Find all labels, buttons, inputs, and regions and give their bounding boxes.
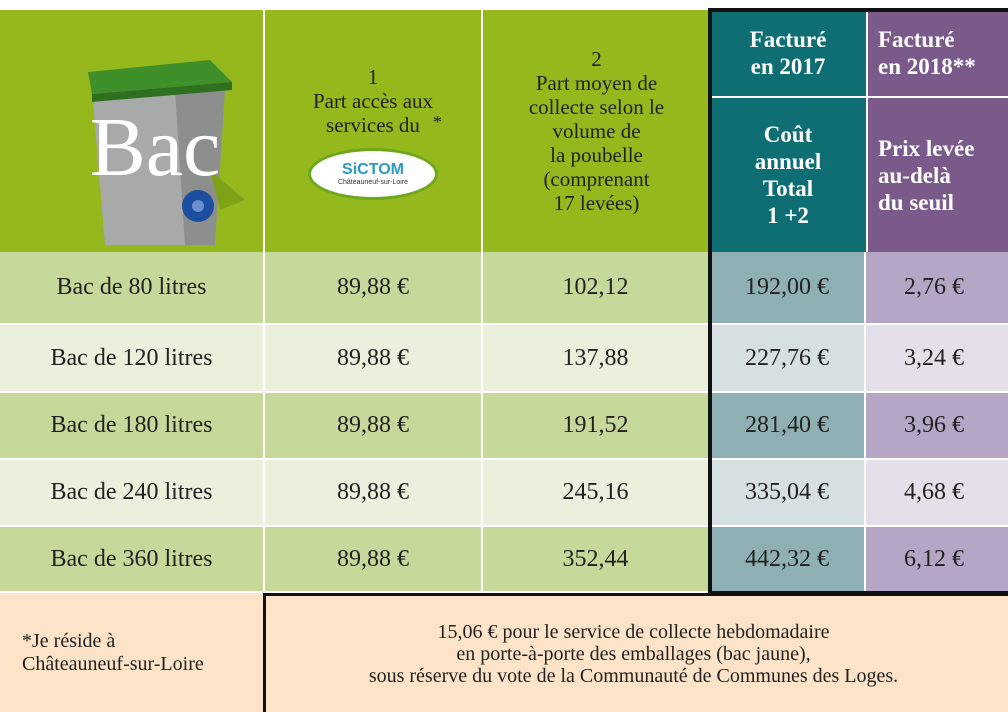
row-label: Bac de 180 litres (0, 393, 265, 460)
cell: 2,76 € (866, 252, 1008, 325)
header-line: annuel (755, 148, 821, 175)
row-label: Bac de 80 litres (0, 252, 265, 325)
cell: 3,24 € (866, 325, 1008, 393)
cell: 245,16 (483, 460, 710, 527)
col1-line: services du (326, 113, 420, 137)
page: Bac 1 Part accès aux services du * SiCTO… (0, 0, 1008, 712)
cell: 352,44 (483, 527, 710, 593)
cell: 335,04 € (710, 460, 866, 527)
cell: 442,32 € (710, 527, 866, 593)
cell: 137,88 (483, 325, 710, 393)
header-line: 1 +2 (767, 202, 809, 229)
col2-line: 17 levées) (554, 191, 640, 215)
bin-header: Bac (0, 10, 265, 252)
cell: 102,12 (483, 252, 710, 325)
logo-title: SiCTOM (342, 162, 404, 178)
footer-line: en porte-à-porte des emballages (bac jau… (456, 643, 810, 665)
bin-label: Bac (90, 101, 221, 194)
note-line: *Je réside à (22, 630, 115, 653)
footer-text: 15,06 € pour le service de collecte hebd… (263, 593, 1008, 712)
header-line: Facturé (878, 26, 955, 53)
row-label: Bac de 240 litres (0, 460, 265, 527)
footer-line: 15,06 € pour le service de collecte hebd… (437, 621, 829, 643)
header-line: du seuil (878, 189, 954, 216)
cell: 89,88 € (265, 460, 483, 527)
bin-icon: Bac (0, 10, 265, 252)
header-line: Prix levée (878, 135, 974, 162)
header-line: Total (763, 175, 813, 202)
col2-line: collecte selon le (529, 95, 664, 119)
col2-line: volume de (552, 119, 640, 143)
asterisk: * (433, 110, 442, 134)
cell: 191,52 (483, 393, 710, 460)
header-line: Facturé (750, 26, 827, 53)
header-line: au-delà (878, 162, 951, 189)
footer-line: sous réserve du vote de la Communauté de… (369, 665, 898, 687)
header-line: en 2017 (751, 53, 826, 80)
cell: 89,88 € (265, 393, 483, 460)
row-label: Bac de 360 litres (0, 527, 265, 593)
col1-header: 1 Part accès aux services du * SiCTOM Ch… (265, 10, 483, 252)
note-line: Châteauneuf-sur-Loire (22, 653, 204, 676)
cell: 89,88 € (265, 252, 483, 325)
col2-line: Part moyen de (536, 71, 657, 95)
cell: 4,68 € (866, 460, 1008, 527)
header-line: en 2018** (878, 53, 976, 80)
cell: 192,00 € (710, 252, 866, 325)
logo-subtitle: Châteauneuf-sur-Loire (338, 178, 408, 187)
cell: 227,76 € (710, 325, 866, 393)
row-label: Bac de 120 litres (0, 325, 265, 393)
cell: 281,40 € (710, 393, 866, 460)
col2-number: 2 (591, 47, 602, 71)
col1-line: Part accès aux (313, 89, 433, 113)
col2-line: la poubelle (550, 143, 643, 167)
header-line: Coût (764, 121, 813, 148)
col1-number: 1 (368, 65, 379, 89)
cell: 3,96 € (866, 393, 1008, 460)
cell: 89,88 € (265, 527, 483, 593)
col2-line: (comprenant (543, 167, 649, 191)
cell: 6,12 € (866, 527, 1008, 593)
cell: 89,88 € (265, 325, 483, 393)
footer-note: *Je réside à Châteauneuf-sur-Loire (0, 593, 265, 712)
logo: SiCTOM Châteauneuf-sur-Loire (311, 151, 435, 197)
